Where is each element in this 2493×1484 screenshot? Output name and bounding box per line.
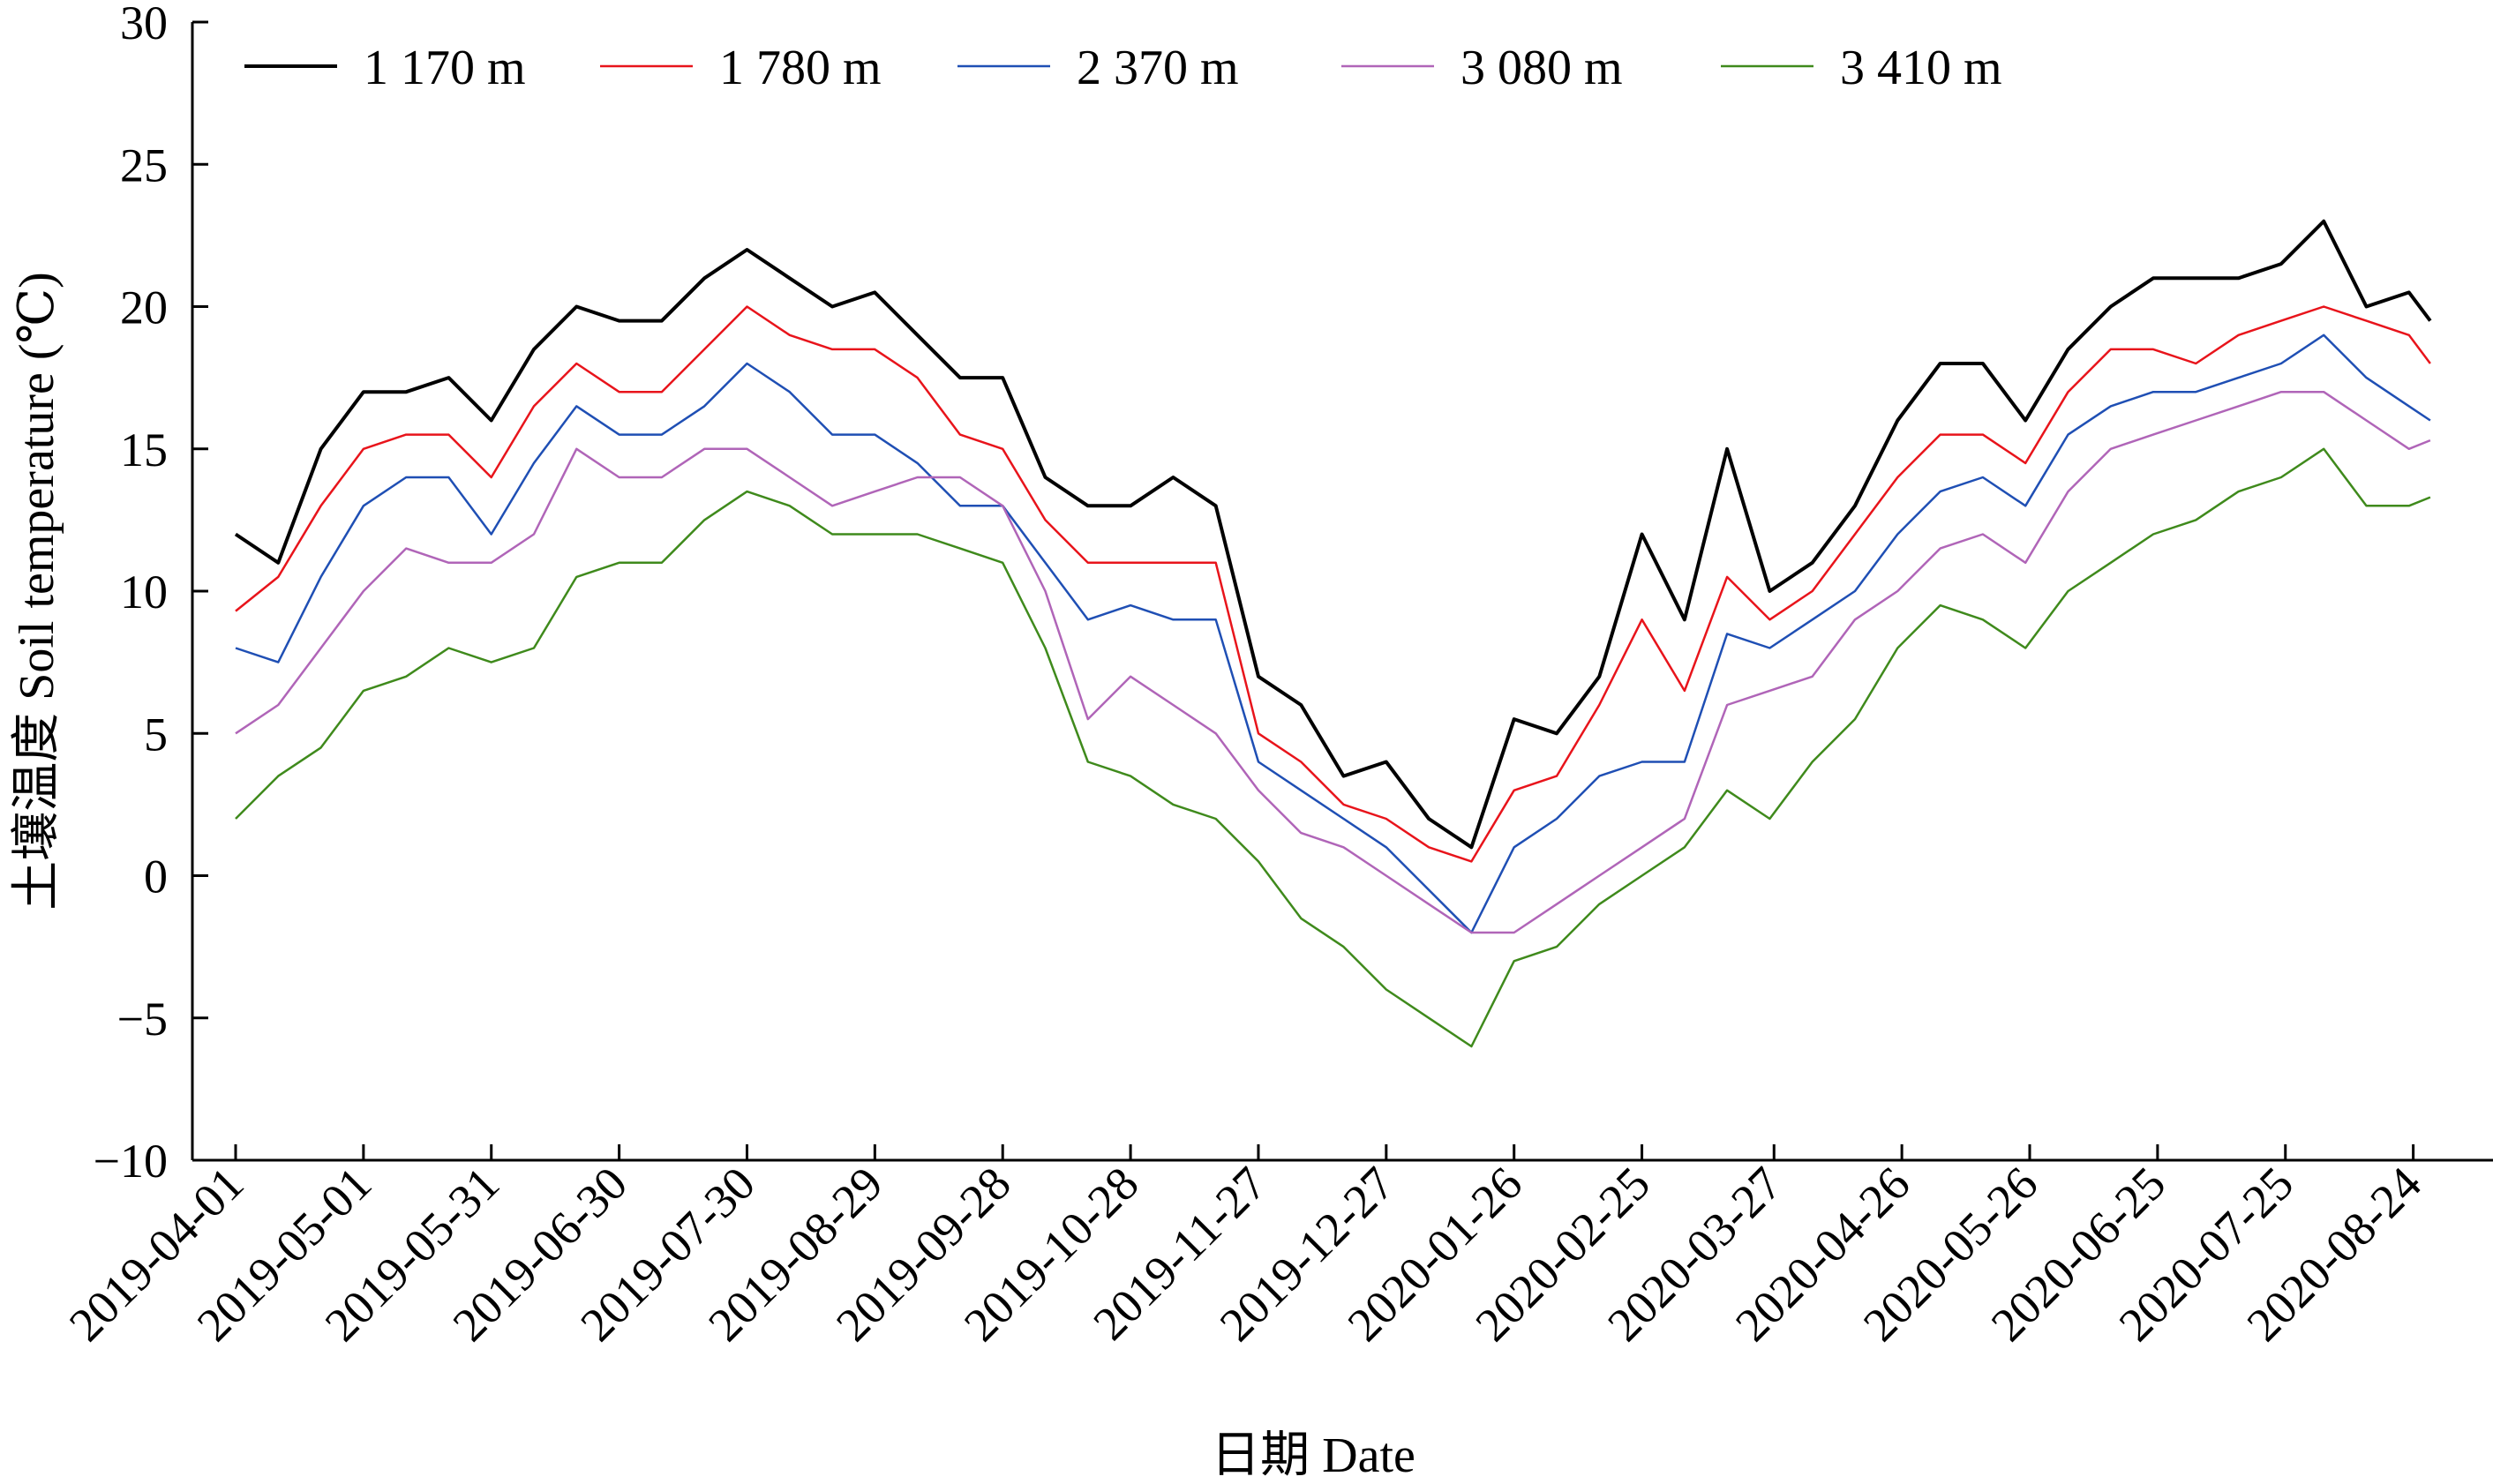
legend-label: 1 170 m [364,41,526,95]
series-layer [234,219,2432,1048]
legend-label: 2 370 m [1077,41,1239,95]
y-tick-label: 0 [144,851,168,903]
y-tick-label: 5 [144,708,168,761]
y-tick-label: 10 [120,566,168,618]
y-tick-label: 30 [120,0,168,49]
y-tick-label: −10 [94,1135,168,1188]
y-axis-label: 土壤温度 Soil temperature (℃) [10,272,64,911]
ticks: 302520151050−5−102019-04-012019-05-01201… [59,0,2431,1352]
legend: 1 170 m 1 780 m 2 370 m 3 080 m 3 410 m [244,41,2002,95]
axes [191,22,2493,1162]
series-line-3080m [235,390,2431,934]
series-line-1780m [235,305,2431,863]
y-tick-label: 15 [120,423,168,476]
legend-label: 3 080 m [1461,41,1623,95]
series-line-2370m [235,334,2431,934]
legend-label: 1 780 m [719,41,882,95]
y-tick-label: −5 [117,993,168,1046]
legend-label: 3 410 m [1840,41,2002,95]
y-tick-label: 20 [120,281,168,334]
series-line-3410m [235,447,2431,1048]
y-tick-label: 25 [120,139,168,191]
x-axis-label: 日期 Date [1211,1428,1415,1483]
series-line-1170m [234,219,2432,850]
